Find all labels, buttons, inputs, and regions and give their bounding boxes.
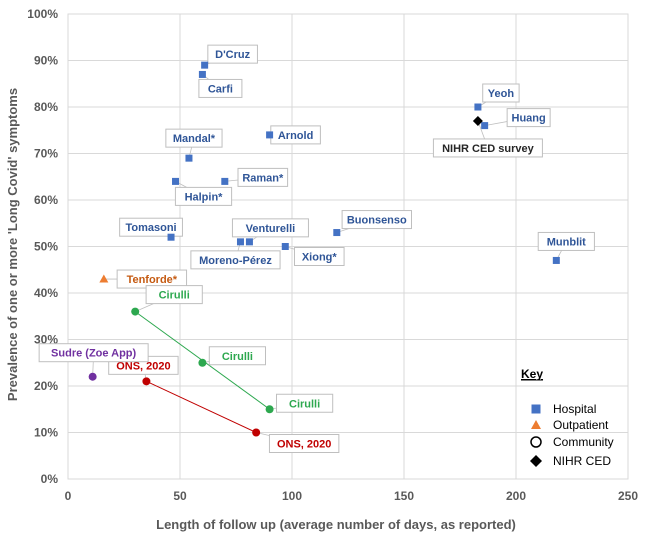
- point-mandal: [185, 154, 193, 162]
- legend-hospital-label: Hospital: [553, 402, 596, 416]
- point-munblit-label-box: [537, 231, 595, 251]
- point-d-cruz-label: D'Cruz: [215, 49, 251, 61]
- x-tick-label: 100: [282, 489, 302, 503]
- point-tenforde-label: Tenforde*: [127, 274, 178, 286]
- point-cirulli-label-box: [145, 285, 203, 305]
- point-ons-2020-label-box: [268, 434, 340, 453]
- point-venturelli: [245, 238, 253, 246]
- point-cirulli-label: Cirulli: [289, 398, 320, 410]
- point-d-cruz: [201, 61, 209, 69]
- point-xiong: [281, 243, 289, 250]
- point-tenforde: [99, 274, 109, 283]
- point-xiong-label: Xiong*: [302, 252, 338, 264]
- point-venturelli-label-box: [231, 218, 309, 238]
- legend-community-marker: [530, 436, 542, 448]
- point-arnold-label: Arnold: [278, 130, 313, 142]
- point-halpin-label-box: [174, 186, 233, 206]
- point-cirulli: [131, 307, 140, 316]
- y-tick-label: 70%: [34, 147, 58, 161]
- point-moreno-p-rez-label: Moreno-Pérez: [199, 255, 272, 267]
- point-cirulli: [265, 405, 274, 414]
- point-huang-label: Huang: [512, 113, 546, 125]
- point-carfi-label: Carfi: [208, 83, 233, 95]
- point-cirulli-label-box: [276, 393, 334, 413]
- point-moreno-p-rez-label-box: [190, 250, 281, 270]
- y-tick-label: 40%: [34, 286, 58, 300]
- point-huang: [481, 122, 489, 130]
- point-halpin-label: Halpin*: [185, 191, 224, 203]
- y-tick-label: 60%: [34, 193, 58, 207]
- point-ons-2020: [142, 377, 151, 386]
- point-tomasoni-label: Tomasoni: [125, 222, 176, 234]
- point-buonsenso: [333, 229, 341, 237]
- point-yeoh: [474, 103, 482, 111]
- point-buonsenso-label-box: [341, 210, 413, 230]
- point-carfi-label-box: [198, 78, 243, 98]
- point-nihr-ced-survey-label-box: [432, 138, 543, 158]
- point-buonsenso-label: Buonsenso: [347, 215, 407, 227]
- point-tomasoni: [167, 233, 175, 241]
- ons-trend-line: [146, 380, 257, 433]
- y-tick-label: 30%: [34, 333, 58, 347]
- x-tick-label: 50: [173, 489, 187, 503]
- y-tick-label: 0%: [41, 472, 59, 486]
- y-tick-label: 50%: [34, 240, 58, 254]
- point-arnold: [266, 131, 274, 139]
- point-yeoh-label: Yeoh: [488, 88, 515, 100]
- point-huang-label-box: [506, 108, 551, 128]
- y-tick-label: 10%: [34, 426, 58, 440]
- point-raman-label: Raman*: [242, 172, 284, 184]
- point-mandal-label: Mandal*: [173, 133, 216, 145]
- point-ons-2020: [252, 428, 261, 437]
- x-tick-label: 0: [65, 489, 72, 503]
- legend-nihr-ced-marker: [530, 455, 542, 467]
- point-sudre-zoe-app-label-box: [38, 343, 149, 363]
- point-cirulli-label: Cirulli: [159, 290, 190, 302]
- legend-hospital-marker: [531, 404, 541, 414]
- y-tick-label: 90%: [34, 54, 58, 68]
- point-sudre-zoe-app: [88, 372, 97, 381]
- point-munblit-label: Munblit: [547, 236, 586, 248]
- y-axis-title: Prevalence of one or more 'Long Covid' s…: [5, 88, 20, 401]
- y-tick-label: 20%: [34, 379, 58, 393]
- point-cirulli-label-box: [208, 346, 267, 366]
- point-d-cruz-label-box: [207, 44, 258, 64]
- legend-community-label: Community: [553, 435, 614, 449]
- x-tick-label: 250: [618, 489, 638, 503]
- point-mandal-label-box: [165, 128, 223, 148]
- point-cirulli-label: Cirulli: [222, 351, 253, 363]
- legend-title: Key: [521, 367, 543, 381]
- point-halpin: [172, 177, 180, 185]
- point-xiong-label-box: [293, 247, 345, 266]
- x-tick-label: 200: [506, 489, 526, 503]
- point-carfi: [198, 70, 206, 78]
- y-tick-label: 100%: [27, 7, 58, 21]
- point-ons-2020-label: ONS, 2020: [116, 360, 170, 372]
- y-tick-label: 80%: [34, 100, 58, 114]
- point-nihr-ced-survey-label: NIHR CED survey: [442, 143, 535, 155]
- x-tick-label: 150: [394, 489, 414, 503]
- point-ons-2020-label: ONS, 2020: [277, 439, 331, 451]
- point-raman-label-box: [237, 167, 289, 187]
- point-tomasoni-label-box: [119, 217, 183, 237]
- point-cirulli: [198, 358, 207, 367]
- x-axis-title: Length of follow up (average number of d…: [156, 517, 516, 532]
- point-yeoh-label-box: [482, 83, 520, 103]
- point-nihr-ced-survey: [472, 115, 483, 126]
- point-sudre-zoe-app-label: Sudre (Zoe App): [51, 348, 136, 360]
- legend-outpatient-marker: [531, 420, 541, 429]
- point-raman: [221, 177, 229, 185]
- point-moreno-p-rez: [236, 238, 244, 246]
- legend-outpatient-label: Outpatient: [553, 418, 609, 432]
- legend-nihr-ced-label: NIHR CED: [553, 454, 611, 468]
- point-venturelli-label: Venturelli: [246, 223, 296, 235]
- point-munblit: [552, 256, 560, 264]
